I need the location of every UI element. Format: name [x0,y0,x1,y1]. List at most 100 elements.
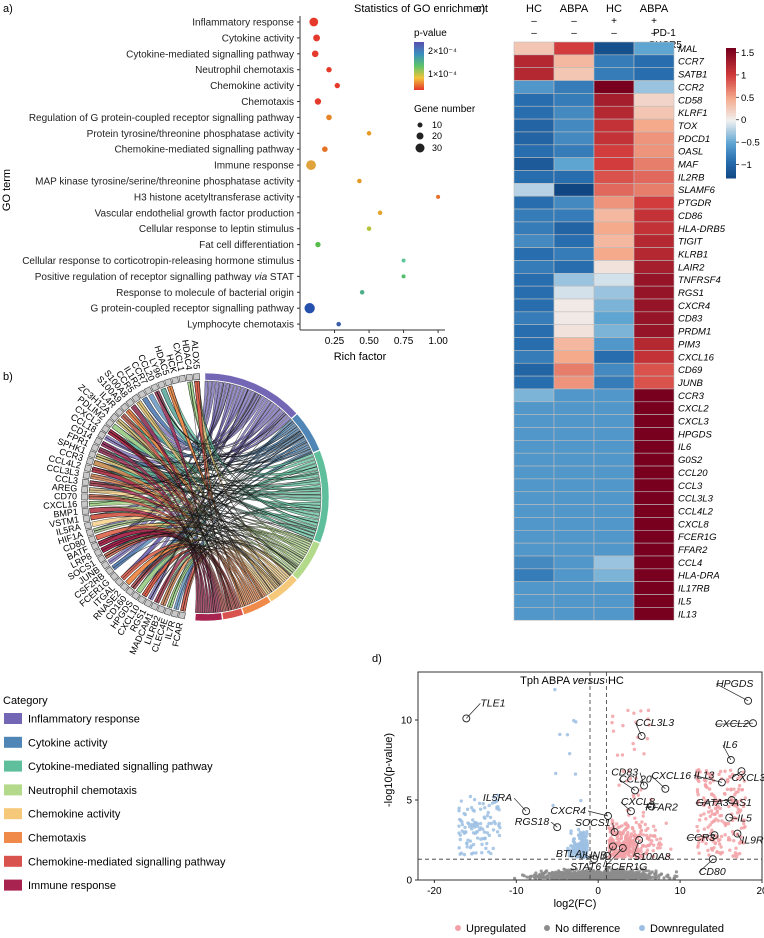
volcano-point [457,809,461,813]
heatmap-cell [513,234,555,248]
volcano-label-leader [620,801,632,812]
colorbar-segment [726,119,736,123]
heatmap-gene-label: CD83 [678,314,703,325]
volcano-point [572,840,577,845]
heatmap-cell [633,607,675,621]
heatmap-cell [593,594,635,608]
chord-line [182,542,294,611]
colorbar-segment [726,54,736,58]
chord-ribbon [125,408,250,605]
heatmap-cell [513,93,555,107]
chord-ribbon [194,380,230,611]
volcano-point [457,824,461,828]
chord-line [98,382,225,545]
volcano-point [698,770,702,774]
volcano-point [732,803,736,808]
heatmap-cell [633,452,675,467]
volcano-label-leader [513,797,527,812]
volcano-point [633,832,637,837]
chord-line [132,430,301,588]
volcano-point [653,876,658,880]
heatmap-cell [593,105,635,120]
volcano-point [728,848,732,852]
volcano-point [487,821,491,826]
volcano-point [585,829,589,834]
chord-gene-square [97,554,107,564]
volcano-legend-dot [455,925,461,931]
heatmap-cell [633,375,675,390]
heatmap-gene-label: CCL4 [678,558,702,569]
colorbar-segment [726,108,736,112]
volcano-point [643,868,648,872]
heatmap-cell [593,144,635,158]
heatmap-gene-label: FCER1G [678,532,717,543]
heatmap-cell [513,170,555,184]
volcano-point [626,708,630,713]
chord-gene-square [97,430,107,440]
volcano-gene-label: CCL3L3 [636,717,675,729]
heatmap-cells [513,41,675,621]
chord-ribbon [154,390,212,614]
volcano-point [473,823,477,828]
volcano-point [468,824,472,829]
colorbar-segment [726,121,736,125]
chord-line [89,412,285,486]
volcano-point [609,836,613,840]
volcano-point [610,872,614,876]
volcano-point [580,872,585,877]
volcano-point [480,851,484,855]
chord-gene-square [170,609,179,618]
heatmap-gene-label: LAIR2 [678,262,705,273]
heatmap-cell [593,54,635,68]
heatmap-column-header: HC––ABPA––HC+–ABPA+– [526,3,669,39]
volcano-point [709,809,714,813]
heatmap-cell [513,362,555,377]
panel-label-a: a) [3,3,13,15]
chord-category-arc [194,612,223,622]
chord-gene-square [105,566,115,576]
volcano-point [609,874,613,879]
volcano-point [737,783,742,788]
heatmap-cell [593,375,635,390]
volcano-point [639,846,643,851]
volcano-point [718,814,722,818]
volcano-point [732,838,736,843]
volcano-point [479,807,483,811]
heatmap-gene-label: CXCL16 [678,352,715,363]
volcano-point [645,848,650,852]
go-point [314,98,322,105]
volcano-point [577,875,581,880]
volcano-point [476,822,480,826]
heatmap-cell [513,555,555,570]
volcano-point [568,868,572,872]
chord-line [169,432,303,608]
volcano-label-leader [608,846,614,856]
heatmap-cell [633,491,675,505]
volcano-point [513,876,517,880]
volcano-gene-label: TLE1 [480,697,505,709]
volcano-point [675,874,679,878]
volcano-point [615,753,620,757]
volcano-point [734,846,738,850]
heatmap-cell [593,285,635,300]
chord-gene-square [131,591,141,601]
colorbar-segment [726,130,736,133]
chord-line [105,532,279,587]
volcano-point [713,841,718,845]
volcano-point [651,834,655,838]
volcano-point [486,850,491,854]
colorbar-segment [726,87,736,90]
volcano-gene-label: CXCL16 [651,770,691,782]
volcano-point [728,768,733,773]
heatmap-cell [553,517,595,531]
volcano-highlight-ring [631,786,639,795]
volcano-point [567,875,571,879]
chord-gene-square [90,443,100,453]
volcano-point [621,853,626,858]
volcano-point [639,788,643,792]
volcano-point [483,805,487,810]
volcano-point [722,821,726,825]
volcano-gene-label: JUNB [579,849,607,861]
heatmap-cell [513,118,555,133]
go-x-tick-label: 0.25 [325,336,345,347]
